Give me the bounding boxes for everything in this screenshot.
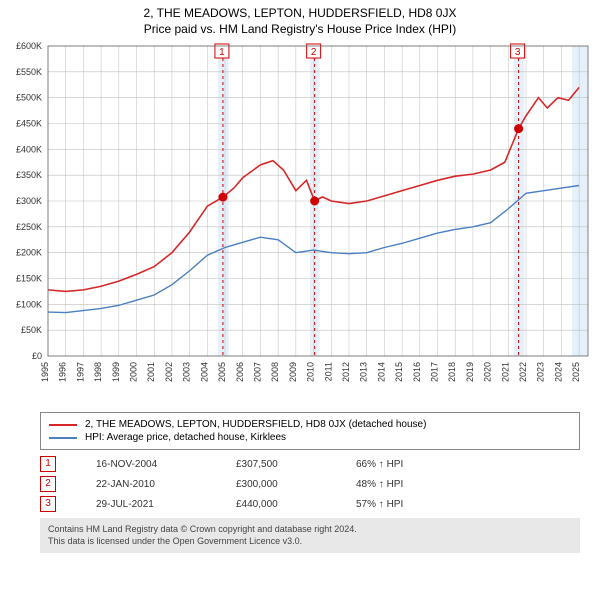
legend-label: HPI: Average price, detached house, Kirk… xyxy=(85,432,286,443)
svg-text:2021: 2021 xyxy=(500,362,510,382)
chart-title-block: 2, THE MEADOWS, LEPTON, HUDDERSFIELD, HD… xyxy=(0,0,600,36)
svg-text:2023: 2023 xyxy=(536,362,546,382)
svg-text:£0: £0 xyxy=(32,351,42,361)
sale-row: 1 16-NOV-2004 £307,500 66% ↑ HPI xyxy=(40,456,580,472)
svg-text:1996: 1996 xyxy=(58,362,68,382)
legend-label: 2, THE MEADOWS, LEPTON, HUDDERSFIELD, HD… xyxy=(85,419,426,430)
sale-row: 2 22-JAN-2010 £300,000 48% ↑ HPI xyxy=(40,476,580,492)
legend-box: 2, THE MEADOWS, LEPTON, HUDDERSFIELD, HD… xyxy=(40,412,580,450)
legend-row: HPI: Average price, detached house, Kirk… xyxy=(49,432,571,443)
svg-text:£450K: £450K xyxy=(16,119,42,129)
svg-text:2006: 2006 xyxy=(235,362,245,382)
svg-text:2020: 2020 xyxy=(483,362,493,382)
sale-pct: 66% ↑ HPI xyxy=(356,459,436,470)
svg-text:2022: 2022 xyxy=(518,362,528,382)
svg-text:2016: 2016 xyxy=(412,362,422,382)
svg-text:2014: 2014 xyxy=(376,362,386,382)
svg-text:£300K: £300K xyxy=(16,196,42,206)
svg-text:3: 3 xyxy=(515,47,521,58)
svg-text:2008: 2008 xyxy=(270,362,280,382)
sale-badge: 2 xyxy=(40,476,56,492)
svg-text:2007: 2007 xyxy=(252,362,262,382)
footer-line-1: Contains HM Land Registry data © Crown c… xyxy=(48,524,572,536)
svg-text:2001: 2001 xyxy=(146,362,156,382)
svg-text:2019: 2019 xyxy=(465,362,475,382)
sale-pct: 48% ↑ HPI xyxy=(356,479,436,490)
svg-text:2: 2 xyxy=(311,47,317,58)
svg-text:£200K: £200K xyxy=(16,248,42,258)
sale-date: 29-JUL-2021 xyxy=(96,499,196,510)
sale-badge: 3 xyxy=(40,496,56,512)
svg-text:1: 1 xyxy=(219,47,225,58)
svg-text:2000: 2000 xyxy=(129,362,139,382)
attribution-footer: Contains HM Land Registry data © Crown c… xyxy=(40,518,580,553)
svg-text:£150K: £150K xyxy=(16,274,42,284)
sale-badge: 1 xyxy=(40,456,56,472)
svg-text:1998: 1998 xyxy=(93,362,103,382)
chart-title-subtitle: Price paid vs. HM Land Registry's House … xyxy=(0,22,600,36)
sale-price: £307,500 xyxy=(236,459,316,470)
svg-text:2018: 2018 xyxy=(447,362,457,382)
svg-text:2009: 2009 xyxy=(288,362,298,382)
footer-line-2: This data is licensed under the Open Gov… xyxy=(48,536,572,548)
line-chart: £0 £50K £100K £150K £200K £250K £300K £350K £400… xyxy=(0,36,600,406)
svg-text:£550K: £550K xyxy=(16,67,42,77)
svg-text:1995: 1995 xyxy=(40,362,50,382)
svg-text:2017: 2017 xyxy=(430,362,440,382)
sale-date: 16-NOV-2004 xyxy=(96,459,196,470)
sale-price: £300,000 xyxy=(236,479,316,490)
legend-row: 2, THE MEADOWS, LEPTON, HUDDERSFIELD, HD… xyxy=(49,419,571,430)
sale-date: 22-JAN-2010 xyxy=(96,479,196,490)
sale-pct: 57% ↑ HPI xyxy=(356,499,436,510)
svg-text:£600K: £600K xyxy=(16,41,42,51)
svg-text:2005: 2005 xyxy=(217,362,227,382)
svg-text:£400K: £400K xyxy=(16,144,42,154)
chart-title-address: 2, THE MEADOWS, LEPTON, HUDDERSFIELD, HD… xyxy=(0,6,600,20)
svg-text:2013: 2013 xyxy=(359,362,369,382)
sale-row: 3 29-JUL-2021 £440,000 57% ↑ HPI xyxy=(40,496,580,512)
svg-text:2010: 2010 xyxy=(306,362,316,382)
sale-price: £440,000 xyxy=(236,499,316,510)
svg-text:1999: 1999 xyxy=(111,362,121,382)
svg-text:2004: 2004 xyxy=(199,362,209,382)
svg-text:1997: 1997 xyxy=(75,362,85,382)
legend-swatch xyxy=(49,437,77,439)
svg-text:2012: 2012 xyxy=(341,362,351,382)
svg-text:2011: 2011 xyxy=(323,362,333,381)
svg-text:2025: 2025 xyxy=(571,362,581,382)
chart-area: £0 £50K £100K £150K £200K £250K £300K £350K £400… xyxy=(0,36,600,406)
svg-text:£350K: £350K xyxy=(16,170,42,180)
legend-swatch xyxy=(49,424,77,426)
svg-text:2024: 2024 xyxy=(553,362,563,382)
svg-text:£50K: £50K xyxy=(21,325,42,335)
svg-text:£100K: £100K xyxy=(16,299,42,309)
svg-text:2015: 2015 xyxy=(394,362,404,382)
svg-text:2002: 2002 xyxy=(164,362,174,382)
svg-text:£500K: £500K xyxy=(16,93,42,103)
svg-text:2003: 2003 xyxy=(182,362,192,382)
sales-table: 1 16-NOV-2004 £307,500 66% ↑ HPI 2 22-JAN-201… xyxy=(40,456,580,512)
svg-text:£250K: £250K xyxy=(16,222,42,232)
